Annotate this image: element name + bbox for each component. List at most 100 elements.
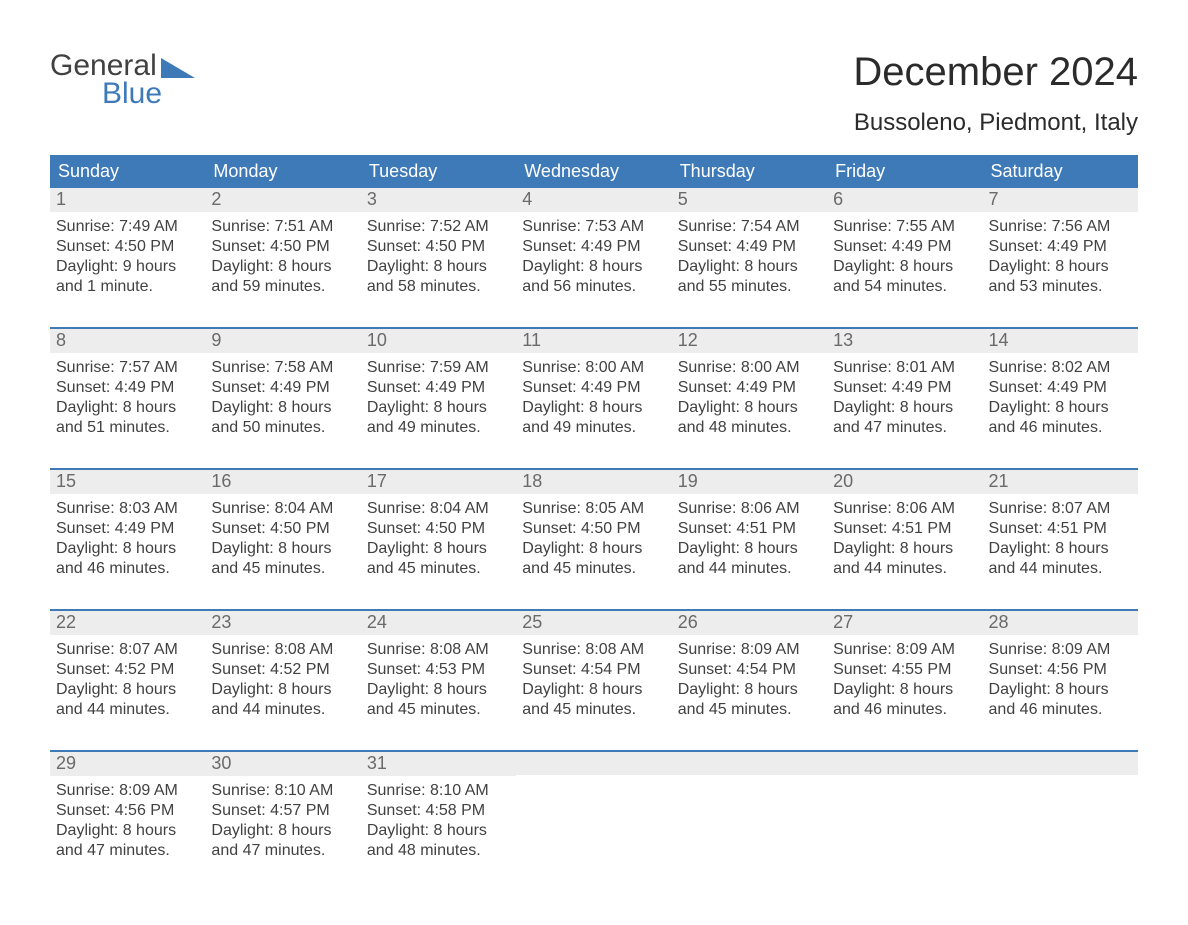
sunset-line: Sunset: 4:49 PM	[833, 378, 976, 398]
sunrise-line: Sunrise: 7:49 AM	[56, 217, 199, 237]
sunrise-line: Sunrise: 8:00 AM	[678, 358, 821, 378]
daylight-line-1: Daylight: 8 hours	[367, 821, 510, 841]
day-number: 14	[983, 329, 1138, 353]
calendar-cell: 3Sunrise: 7:52 AMSunset: 4:50 PMDaylight…	[361, 188, 516, 301]
day-number: 9	[205, 329, 360, 353]
day-number: 6	[827, 188, 982, 212]
daylight-line-2: and 49 minutes.	[522, 418, 665, 438]
logo-triangle-icon	[161, 58, 195, 78]
daylight-line-2: and 44 minutes.	[678, 559, 821, 579]
sunrise-line: Sunrise: 7:53 AM	[522, 217, 665, 237]
daylight-line-2: and 58 minutes.	[367, 277, 510, 297]
calendar-week: 22Sunrise: 8:07 AMSunset: 4:52 PMDayligh…	[50, 609, 1138, 724]
daylight-line-2: and 55 minutes.	[678, 277, 821, 297]
sunset-line: Sunset: 4:52 PM	[211, 660, 354, 680]
daylight-line-2: and 44 minutes.	[989, 559, 1132, 579]
day-body: Sunrise: 8:03 AMSunset: 4:49 PMDaylight:…	[50, 494, 205, 583]
daylight-line-2: and 51 minutes.	[56, 418, 199, 438]
calendar-cell: 27Sunrise: 8:09 AMSunset: 4:55 PMDayligh…	[827, 611, 982, 724]
daylight-line-2: and 59 minutes.	[211, 277, 354, 297]
day-number	[827, 752, 982, 775]
day-number: 29	[50, 752, 205, 776]
sunset-line: Sunset: 4:49 PM	[522, 237, 665, 257]
sunset-line: Sunset: 4:50 PM	[211, 237, 354, 257]
sunrise-line: Sunrise: 7:58 AM	[211, 358, 354, 378]
calendar-cell: 16Sunrise: 8:04 AMSunset: 4:50 PMDayligh…	[205, 470, 360, 583]
sunset-line: Sunset: 4:49 PM	[367, 378, 510, 398]
day-number: 7	[983, 188, 1138, 212]
daylight-line-2: and 53 minutes.	[989, 277, 1132, 297]
daylight-line-2: and 45 minutes.	[522, 700, 665, 720]
sunset-line: Sunset: 4:56 PM	[56, 801, 199, 821]
daylight-line-1: Daylight: 8 hours	[833, 398, 976, 418]
day-number: 24	[361, 611, 516, 635]
daylight-line-1: Daylight: 8 hours	[56, 398, 199, 418]
calendar-cell: 19Sunrise: 8:06 AMSunset: 4:51 PMDayligh…	[672, 470, 827, 583]
day-number: 2	[205, 188, 360, 212]
daylight-line-1: Daylight: 8 hours	[678, 539, 821, 559]
calendar-cell	[983, 752, 1138, 865]
daylight-line-1: Daylight: 8 hours	[678, 398, 821, 418]
sunset-line: Sunset: 4:49 PM	[678, 378, 821, 398]
calendar-cell: 6Sunrise: 7:55 AMSunset: 4:49 PMDaylight…	[827, 188, 982, 301]
calendar-cell: 1Sunrise: 7:49 AMSunset: 4:50 PMDaylight…	[50, 188, 205, 301]
day-header-mon: Monday	[205, 155, 360, 188]
calendar: Sunday Monday Tuesday Wednesday Thursday…	[50, 155, 1138, 865]
day-number: 3	[361, 188, 516, 212]
daylight-line-2: and 1 minute.	[56, 277, 199, 297]
day-number	[672, 752, 827, 775]
daylight-line-1: Daylight: 8 hours	[211, 821, 354, 841]
daylight-line-1: Daylight: 8 hours	[211, 257, 354, 277]
daylight-line-2: and 45 minutes.	[678, 700, 821, 720]
day-body: Sunrise: 8:05 AMSunset: 4:50 PMDaylight:…	[516, 494, 671, 583]
sunrise-line: Sunrise: 8:08 AM	[367, 640, 510, 660]
calendar-cell: 29Sunrise: 8:09 AMSunset: 4:56 PMDayligh…	[50, 752, 205, 865]
calendar-cell	[827, 752, 982, 865]
calendar-cell: 20Sunrise: 8:06 AMSunset: 4:51 PMDayligh…	[827, 470, 982, 583]
day-body: Sunrise: 7:59 AMSunset: 4:49 PMDaylight:…	[361, 353, 516, 442]
daylight-line-1: Daylight: 8 hours	[833, 539, 976, 559]
weeks-container: 1Sunrise: 7:49 AMSunset: 4:50 PMDaylight…	[50, 188, 1138, 865]
calendar-cell: 9Sunrise: 7:58 AMSunset: 4:49 PMDaylight…	[205, 329, 360, 442]
daylight-line-1: Daylight: 8 hours	[56, 539, 199, 559]
daylight-line-1: Daylight: 8 hours	[833, 257, 976, 277]
sunrise-line: Sunrise: 8:04 AM	[211, 499, 354, 519]
day-body: Sunrise: 7:56 AMSunset: 4:49 PMDaylight:…	[983, 212, 1138, 301]
daylight-line-1: Daylight: 8 hours	[367, 539, 510, 559]
calendar-cell: 17Sunrise: 8:04 AMSunset: 4:50 PMDayligh…	[361, 470, 516, 583]
daylight-line-2: and 50 minutes.	[211, 418, 354, 438]
sunset-line: Sunset: 4:51 PM	[833, 519, 976, 539]
daylight-line-1: Daylight: 9 hours	[56, 257, 199, 277]
sunrise-line: Sunrise: 8:09 AM	[833, 640, 976, 660]
sunrise-line: Sunrise: 7:55 AM	[833, 217, 976, 237]
day-number: 8	[50, 329, 205, 353]
sunset-line: Sunset: 4:52 PM	[56, 660, 199, 680]
sunrise-line: Sunrise: 8:09 AM	[989, 640, 1132, 660]
sunrise-line: Sunrise: 8:03 AM	[56, 499, 199, 519]
day-number	[516, 752, 671, 775]
calendar-cell: 2Sunrise: 7:51 AMSunset: 4:50 PMDaylight…	[205, 188, 360, 301]
daylight-line-2: and 47 minutes.	[211, 841, 354, 861]
day-number: 18	[516, 470, 671, 494]
day-number: 28	[983, 611, 1138, 635]
daylight-line-1: Daylight: 8 hours	[833, 680, 976, 700]
day-body: Sunrise: 8:08 AMSunset: 4:53 PMDaylight:…	[361, 635, 516, 724]
sunset-line: Sunset: 4:54 PM	[522, 660, 665, 680]
calendar-cell: 26Sunrise: 8:09 AMSunset: 4:54 PMDayligh…	[672, 611, 827, 724]
day-body: Sunrise: 8:06 AMSunset: 4:51 PMDaylight:…	[672, 494, 827, 583]
day-number: 13	[827, 329, 982, 353]
daylight-line-1: Daylight: 8 hours	[989, 539, 1132, 559]
daylight-line-1: Daylight: 8 hours	[56, 821, 199, 841]
day-header-row: Sunday Monday Tuesday Wednesday Thursday…	[50, 155, 1138, 188]
day-header-tue: Tuesday	[361, 155, 516, 188]
sunset-line: Sunset: 4:49 PM	[678, 237, 821, 257]
day-number: 15	[50, 470, 205, 494]
sunset-line: Sunset: 4:50 PM	[522, 519, 665, 539]
location-label: Bussoleno, Piedmont, Italy	[853, 109, 1138, 137]
daylight-line-2: and 46 minutes.	[833, 700, 976, 720]
day-header-sat: Saturday	[983, 155, 1138, 188]
calendar-cell: 31Sunrise: 8:10 AMSunset: 4:58 PMDayligh…	[361, 752, 516, 865]
sunrise-line: Sunrise: 7:52 AM	[367, 217, 510, 237]
day-header-wed: Wednesday	[516, 155, 671, 188]
sunrise-line: Sunrise: 8:06 AM	[678, 499, 821, 519]
